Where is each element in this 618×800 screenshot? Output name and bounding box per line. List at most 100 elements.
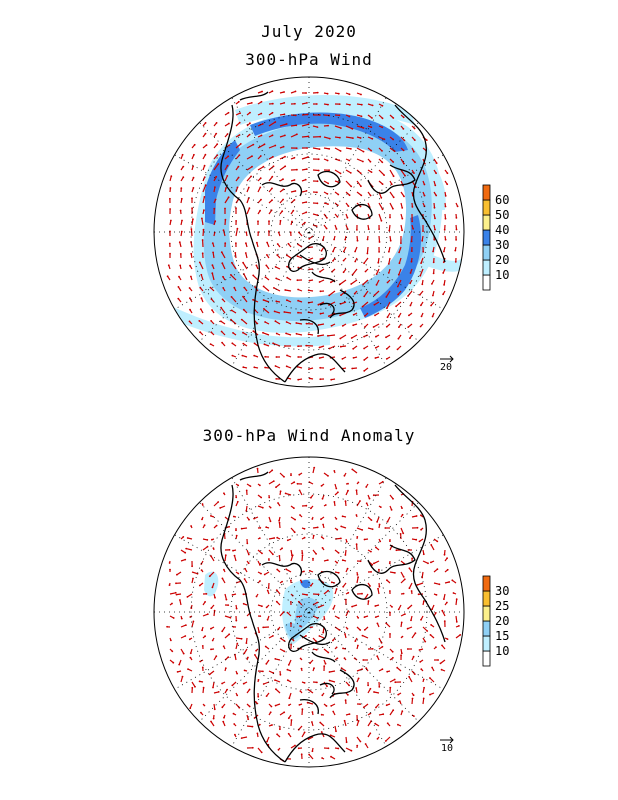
top-wind-vector xyxy=(363,290,369,297)
top-wind-vector-head xyxy=(287,242,290,245)
top-wind-vector xyxy=(356,180,362,187)
bottom-wind-vector-head xyxy=(359,560,362,563)
top-wind-vector-head xyxy=(420,262,422,264)
top-wind-vector-head xyxy=(238,134,241,136)
top-wind-vector xyxy=(243,273,248,281)
top-wind-vector-head xyxy=(347,205,350,208)
top-wind-vector xyxy=(279,156,286,160)
top-wind-vector-head xyxy=(201,252,204,255)
bottom-wind-vector-head xyxy=(402,576,405,578)
bottom-wind-vector-head xyxy=(227,604,230,606)
bottom-wind-vector-head xyxy=(328,671,331,673)
bottom-wind-vector-head xyxy=(266,589,269,592)
top-wind-vector-head xyxy=(211,272,214,275)
top-wind-vector-head xyxy=(432,261,435,264)
bottom-wind-vector xyxy=(334,537,341,540)
bottom-wind-vector-head xyxy=(221,706,224,709)
bottom-wind-vector-head xyxy=(408,567,411,570)
bottom-wind-vector-head xyxy=(259,484,261,487)
bottom-wind-vector-head xyxy=(422,697,425,700)
top-wind-vector-head xyxy=(198,261,201,264)
bottom-wind-vector-head xyxy=(257,695,260,698)
top-wind-vector-head xyxy=(271,102,274,105)
top-wind-vector-head xyxy=(413,150,415,153)
top-wind-vector xyxy=(356,158,364,163)
top-wind-vector-head xyxy=(216,143,219,146)
top-wind-vector-head xyxy=(203,164,206,167)
bottom-wind-vector-head xyxy=(212,717,215,720)
top-wind-vector xyxy=(398,246,402,253)
top-wind-vector-head xyxy=(231,261,233,264)
bottom-wind-vector-head xyxy=(443,598,445,600)
top-colorbar-swatch xyxy=(482,199,491,216)
top-wind-vector-head xyxy=(295,332,298,335)
bottom-wind-vector-head xyxy=(327,475,329,477)
top-wind-vector-head xyxy=(353,292,356,295)
top-wind-vector-head xyxy=(350,148,352,150)
top-wind-vector xyxy=(274,310,281,314)
bottom-wind-vector-head xyxy=(306,701,309,704)
top-wind-vector-head xyxy=(363,335,365,338)
bottom-wind-vector-head xyxy=(375,706,377,709)
bottom-wind-vector-head xyxy=(430,624,432,626)
top-wind-vector-head xyxy=(377,261,380,264)
top-wind-vector xyxy=(312,169,319,172)
top-wind-vector-head xyxy=(193,143,196,146)
top-wind-vector-head xyxy=(189,264,191,267)
bottom-wind-vector xyxy=(400,571,405,578)
bottom-wind-vector-head xyxy=(381,645,384,648)
bottom-wind-vector xyxy=(223,533,226,540)
top-wind-vector xyxy=(345,169,352,174)
bottom-wind-vector-head xyxy=(357,644,359,647)
bottom-wind-vector-head xyxy=(291,554,294,557)
top-wind-vector-head xyxy=(354,260,357,263)
top-wind-vector-head xyxy=(275,332,278,335)
bottom-wind-vector-head xyxy=(265,663,268,665)
bottom-wind-vector-head xyxy=(345,598,347,601)
bottom-wind-vector-head xyxy=(376,655,379,657)
bottom-wind-vector-head xyxy=(435,646,437,649)
top-wind-vector-head xyxy=(433,206,436,209)
top-wind-vector-head xyxy=(386,307,388,310)
top-colorbar-label: 20 xyxy=(495,253,509,267)
top-wind-vector-head xyxy=(366,252,369,255)
top-wind-vector-head xyxy=(296,279,299,282)
top-wind-vector-head xyxy=(387,272,390,274)
top-wind-vector-head xyxy=(328,294,331,297)
top-wind-vector-head xyxy=(170,219,172,222)
bottom-wind-vector-head xyxy=(180,617,183,620)
bottom-wind-vector-head xyxy=(246,542,249,545)
bottom-wind-vector-head xyxy=(386,722,389,725)
bottom-wind-vector-head xyxy=(327,747,330,750)
top-wind-vector-head xyxy=(241,354,244,357)
top-wind-vector-head xyxy=(178,241,181,244)
bottom-wind-vector-head xyxy=(357,677,360,680)
top-wind-vector-head xyxy=(169,197,171,200)
top-wind-vector-head xyxy=(210,298,213,300)
top-wind-vector-head xyxy=(305,211,308,214)
top-wind-vector-head xyxy=(177,286,180,288)
top-wind-vector-head xyxy=(236,227,239,230)
bottom-wind-vector-head xyxy=(231,594,234,596)
bottom-wind-vector xyxy=(279,472,285,478)
top-wind-speed-shading xyxy=(155,95,462,347)
bottom-wind-vector-head xyxy=(184,551,187,554)
bottom-wind-vector-head xyxy=(356,744,359,747)
bottom-wind-vector-head xyxy=(232,515,235,518)
top-colorbar-swatch xyxy=(482,244,491,261)
bottom-wind-vector-head xyxy=(248,705,251,708)
bottom-wind-vector-head xyxy=(248,688,251,691)
bottom-wind-vector-head xyxy=(441,609,444,612)
bottom-wind-vector-head xyxy=(298,473,301,476)
top-wind-vector-head xyxy=(214,220,217,223)
top-wind-vector-head xyxy=(423,172,426,175)
bottom-wind-vector-head xyxy=(355,514,358,516)
bottom-colorbar-swatch xyxy=(482,635,491,652)
top-graticule xyxy=(154,77,464,387)
bottom-wind-vector-head xyxy=(178,663,181,666)
top-wind-vector xyxy=(389,147,395,152)
top-wind-vector xyxy=(212,252,215,259)
bottom-wind-vector-head xyxy=(255,595,258,598)
bottom-wind-vector-head xyxy=(335,518,338,520)
